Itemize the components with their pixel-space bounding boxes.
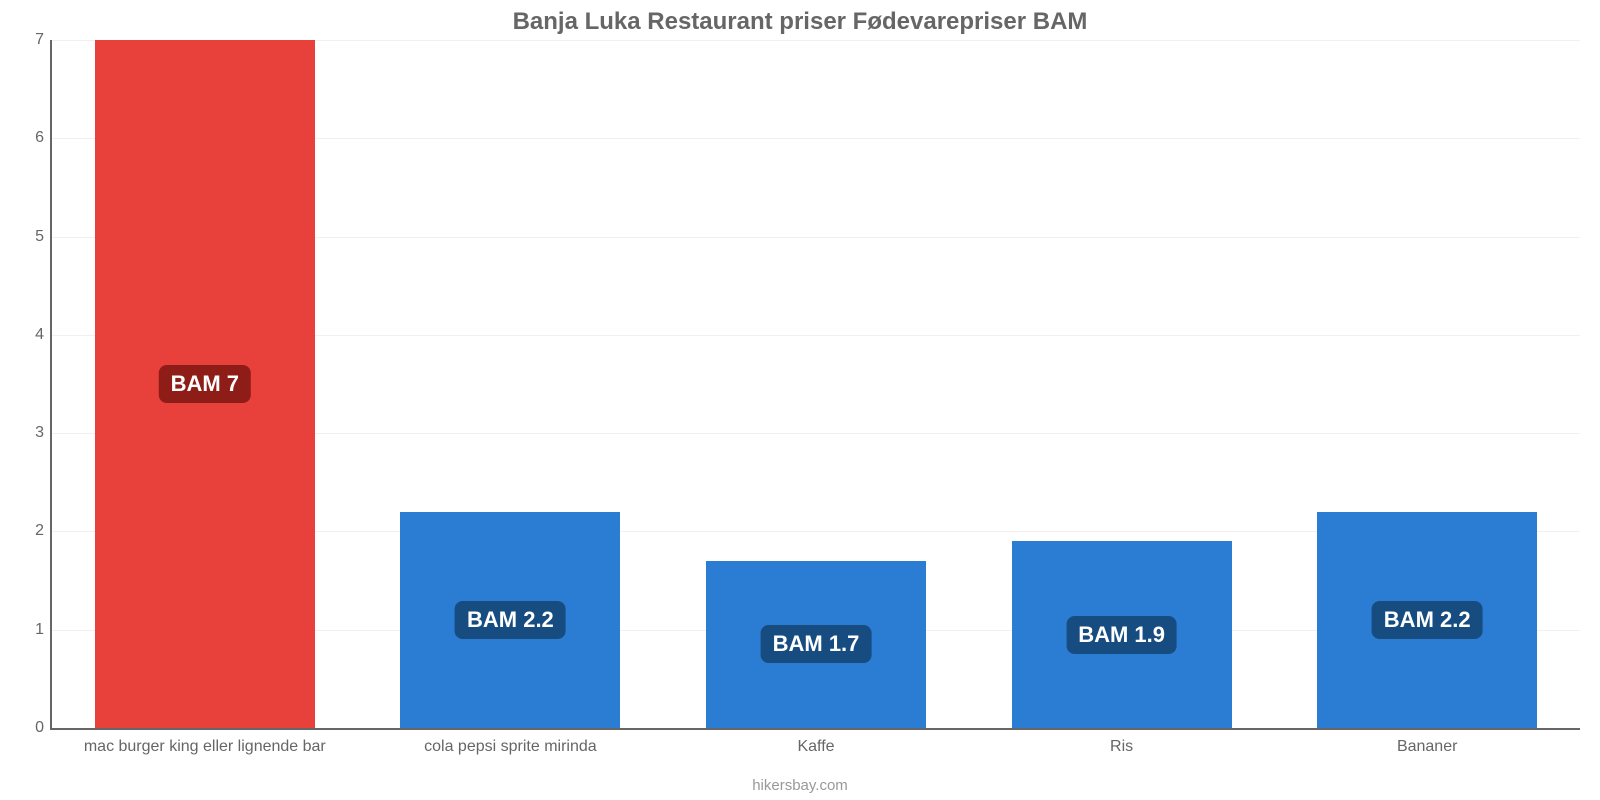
y-tick-label: 1 <box>35 621 44 639</box>
y-tick-label: 7 <box>35 31 44 49</box>
bar-value-label: BAM 7 <box>159 365 251 403</box>
x-tick-label: Bananer <box>1397 738 1458 756</box>
chart-attribution: hikersbay.com <box>0 777 1600 794</box>
bar-value-label: BAM 2.2 <box>1372 601 1483 639</box>
chart-title: Banja Luka Restaurant priser Fødevarepri… <box>0 8 1600 36</box>
y-tick-label: 6 <box>35 129 44 147</box>
x-tick-label: mac burger king eller lignende bar <box>84 738 326 756</box>
y-tick-label: 0 <box>35 719 44 737</box>
chart-container: Banja Luka Restaurant priser Fødevarepri… <box>0 0 1600 800</box>
plot-area: 01234567BAM 7mac burger king eller ligne… <box>50 40 1580 730</box>
y-tick-label: 2 <box>35 522 44 540</box>
y-tick-label: 4 <box>35 326 44 344</box>
x-tick-label: cola pepsi sprite mirinda <box>424 738 597 756</box>
bar-value-label: BAM 1.9 <box>1066 616 1177 654</box>
y-tick-label: 3 <box>35 424 44 442</box>
x-tick-label: Ris <box>1110 738 1133 756</box>
bar-value-label: BAM 2.2 <box>455 601 566 639</box>
bar-value-label: BAM 1.7 <box>761 625 872 663</box>
y-tick-label: 5 <box>35 228 44 246</box>
x-tick-label: Kaffe <box>797 738 834 756</box>
